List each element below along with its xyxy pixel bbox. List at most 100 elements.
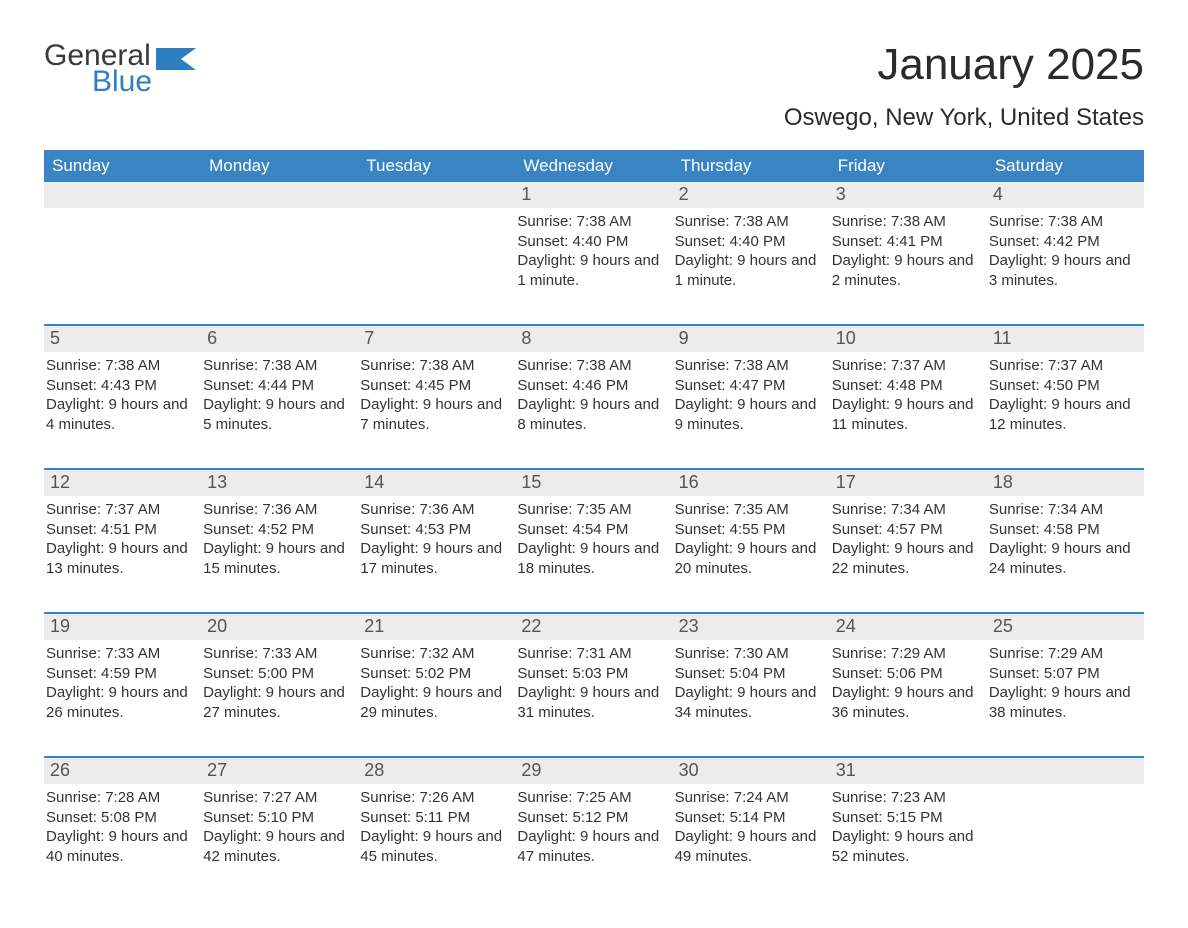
day-content: Sunrise: 7:38 AMSunset: 4:40 PMDaylight:… — [515, 208, 672, 294]
day-number: 25 — [987, 614, 1144, 640]
sunrise-text: Sunrise: 7:28 AM — [46, 788, 199, 808]
sunrise-text: Sunrise: 7:24 AM — [675, 788, 828, 808]
day-number: 18 — [987, 470, 1144, 496]
day-number: 16 — [673, 470, 830, 496]
daylight-text: Daylight: 9 hours and 5 minutes. — [203, 395, 356, 434]
sunrise-text: Sunrise: 7:32 AM — [360, 644, 513, 664]
sunrise-text: Sunrise: 7:25 AM — [517, 788, 670, 808]
day-content: Sunrise: 7:36 AMSunset: 4:53 PMDaylight:… — [358, 496, 515, 582]
sunset-text: Sunset: 5:04 PM — [675, 664, 828, 684]
daylight-text: Daylight: 9 hours and 20 minutes. — [675, 539, 828, 578]
daylight-text: Daylight: 9 hours and 7 minutes. — [360, 395, 513, 434]
day-number: 10 — [830, 326, 987, 352]
sunrise-text: Sunrise: 7:38 AM — [203, 356, 356, 376]
sunset-text: Sunset: 5:11 PM — [360, 808, 513, 828]
dow-friday: Friday — [830, 150, 987, 182]
day-content: Sunrise: 7:33 AMSunset: 5:00 PMDaylight:… — [201, 640, 358, 726]
day-cell: 14Sunrise: 7:36 AMSunset: 4:53 PMDayligh… — [358, 470, 515, 600]
daylight-text: Daylight: 9 hours and 17 minutes. — [360, 539, 513, 578]
sunrise-text: Sunrise: 7:34 AM — [989, 500, 1142, 520]
day-cell: 20Sunrise: 7:33 AMSunset: 5:00 PMDayligh… — [201, 614, 358, 744]
sunrise-text: Sunrise: 7:36 AM — [360, 500, 513, 520]
day-cell: 8Sunrise: 7:38 AMSunset: 4:46 PMDaylight… — [515, 326, 672, 456]
sunrise-text: Sunrise: 7:37 AM — [989, 356, 1142, 376]
day-cell: 7Sunrise: 7:38 AMSunset: 4:45 PMDaylight… — [358, 326, 515, 456]
day-cell: 25Sunrise: 7:29 AMSunset: 5:07 PMDayligh… — [987, 614, 1144, 744]
day-content: Sunrise: 7:38 AMSunset: 4:46 PMDaylight:… — [515, 352, 672, 438]
day-cell — [358, 182, 515, 312]
sunset-text: Sunset: 4:47 PM — [675, 376, 828, 396]
sunset-text: Sunset: 4:42 PM — [989, 232, 1142, 252]
day-content: Sunrise: 7:38 AMSunset: 4:41 PMDaylight:… — [830, 208, 987, 294]
day-number: 21 — [358, 614, 515, 640]
day-number: 3 — [830, 182, 987, 208]
day-cell: 10Sunrise: 7:37 AMSunset: 4:48 PMDayligh… — [830, 326, 987, 456]
day-number: 7 — [358, 326, 515, 352]
sunrise-text: Sunrise: 7:38 AM — [360, 356, 513, 376]
day-content: Sunrise: 7:37 AMSunset: 4:48 PMDaylight:… — [830, 352, 987, 438]
sunset-text: Sunset: 5:15 PM — [832, 808, 985, 828]
day-number: 9 — [673, 326, 830, 352]
day-cell: 6Sunrise: 7:38 AMSunset: 4:44 PMDaylight… — [201, 326, 358, 456]
location-label: Oswego, New York, United States — [784, 104, 1144, 132]
day-cell: 18Sunrise: 7:34 AMSunset: 4:58 PMDayligh… — [987, 470, 1144, 600]
daylight-text: Daylight: 9 hours and 13 minutes. — [46, 539, 199, 578]
day-of-week-header: Sunday Monday Tuesday Wednesday Thursday… — [44, 150, 1144, 182]
day-number: 31 — [830, 758, 987, 784]
daylight-text: Daylight: 9 hours and 18 minutes. — [517, 539, 670, 578]
day-content: Sunrise: 7:34 AMSunset: 4:58 PMDaylight:… — [987, 496, 1144, 582]
daylight-text: Daylight: 9 hours and 34 minutes. — [675, 683, 828, 722]
day-number: 17 — [830, 470, 987, 496]
day-cell: 2Sunrise: 7:38 AMSunset: 4:40 PMDaylight… — [673, 182, 830, 312]
day-cell: 9Sunrise: 7:38 AMSunset: 4:47 PMDaylight… — [673, 326, 830, 456]
sunrise-text: Sunrise: 7:29 AM — [989, 644, 1142, 664]
sunset-text: Sunset: 4:55 PM — [675, 520, 828, 540]
sunrise-text: Sunrise: 7:35 AM — [675, 500, 828, 520]
daylight-text: Daylight: 9 hours and 24 minutes. — [989, 539, 1142, 578]
sunset-text: Sunset: 4:40 PM — [675, 232, 828, 252]
title-block: January 2025 Oswego, New York, United St… — [784, 40, 1144, 132]
day-content: Sunrise: 7:27 AMSunset: 5:10 PMDaylight:… — [201, 784, 358, 870]
sunset-text: Sunset: 5:12 PM — [517, 808, 670, 828]
daylight-text: Daylight: 9 hours and 26 minutes. — [46, 683, 199, 722]
daylight-text: Daylight: 9 hours and 31 minutes. — [517, 683, 670, 722]
day-number: 30 — [673, 758, 830, 784]
daylight-text: Daylight: 9 hours and 22 minutes. — [832, 539, 985, 578]
day-cell: 13Sunrise: 7:36 AMSunset: 4:52 PMDayligh… — [201, 470, 358, 600]
sunrise-text: Sunrise: 7:31 AM — [517, 644, 670, 664]
daylight-text: Daylight: 9 hours and 4 minutes. — [46, 395, 199, 434]
day-number: 12 — [44, 470, 201, 496]
daylight-text: Daylight: 9 hours and 27 minutes. — [203, 683, 356, 722]
day-number: 4 — [987, 182, 1144, 208]
sunset-text: Sunset: 5:03 PM — [517, 664, 670, 684]
day-number: 19 — [44, 614, 201, 640]
day-content: Sunrise: 7:26 AMSunset: 5:11 PMDaylight:… — [358, 784, 515, 870]
sunset-text: Sunset: 5:08 PM — [46, 808, 199, 828]
dow-sunday: Sunday — [44, 150, 201, 182]
sunrise-text: Sunrise: 7:30 AM — [675, 644, 828, 664]
day-cell: 1Sunrise: 7:38 AMSunset: 4:40 PMDaylight… — [515, 182, 672, 312]
day-cell: 24Sunrise: 7:29 AMSunset: 5:06 PMDayligh… — [830, 614, 987, 744]
day-cell: 4Sunrise: 7:38 AMSunset: 4:42 PMDaylight… — [987, 182, 1144, 312]
daylight-text: Daylight: 9 hours and 2 minutes. — [832, 251, 985, 290]
day-content — [201, 208, 358, 216]
day-cell: 5Sunrise: 7:38 AMSunset: 4:43 PMDaylight… — [44, 326, 201, 456]
day-content: Sunrise: 7:38 AMSunset: 4:42 PMDaylight:… — [987, 208, 1144, 294]
sunrise-text: Sunrise: 7:37 AM — [46, 500, 199, 520]
sunrise-text: Sunrise: 7:36 AM — [203, 500, 356, 520]
sunset-text: Sunset: 5:02 PM — [360, 664, 513, 684]
daylight-text: Daylight: 9 hours and 47 minutes. — [517, 827, 670, 866]
day-number — [358, 182, 515, 208]
week-row: 19Sunrise: 7:33 AMSunset: 4:59 PMDayligh… — [44, 612, 1144, 744]
day-content: Sunrise: 7:23 AMSunset: 5:15 PMDaylight:… — [830, 784, 987, 870]
weeks-container: 1Sunrise: 7:38 AMSunset: 4:40 PMDaylight… — [44, 182, 1144, 888]
day-cell: 16 Sunrise: 7:35 AMSunset: 4:55 PMDayligh… — [673, 470, 830, 600]
sunrise-text: Sunrise: 7:38 AM — [989, 212, 1142, 232]
daylight-text: Daylight: 9 hours and 36 minutes. — [832, 683, 985, 722]
logo-flag-icon — [156, 48, 196, 76]
daylight-text: Daylight: 9 hours and 3 minutes. — [989, 251, 1142, 290]
day-number — [201, 182, 358, 208]
day-content: Sunrise: 7:32 AMSunset: 5:02 PMDaylight:… — [358, 640, 515, 726]
week-row: 26Sunrise: 7:28 AMSunset: 5:08 PMDayligh… — [44, 756, 1144, 888]
sunset-text: Sunset: 5:14 PM — [675, 808, 828, 828]
